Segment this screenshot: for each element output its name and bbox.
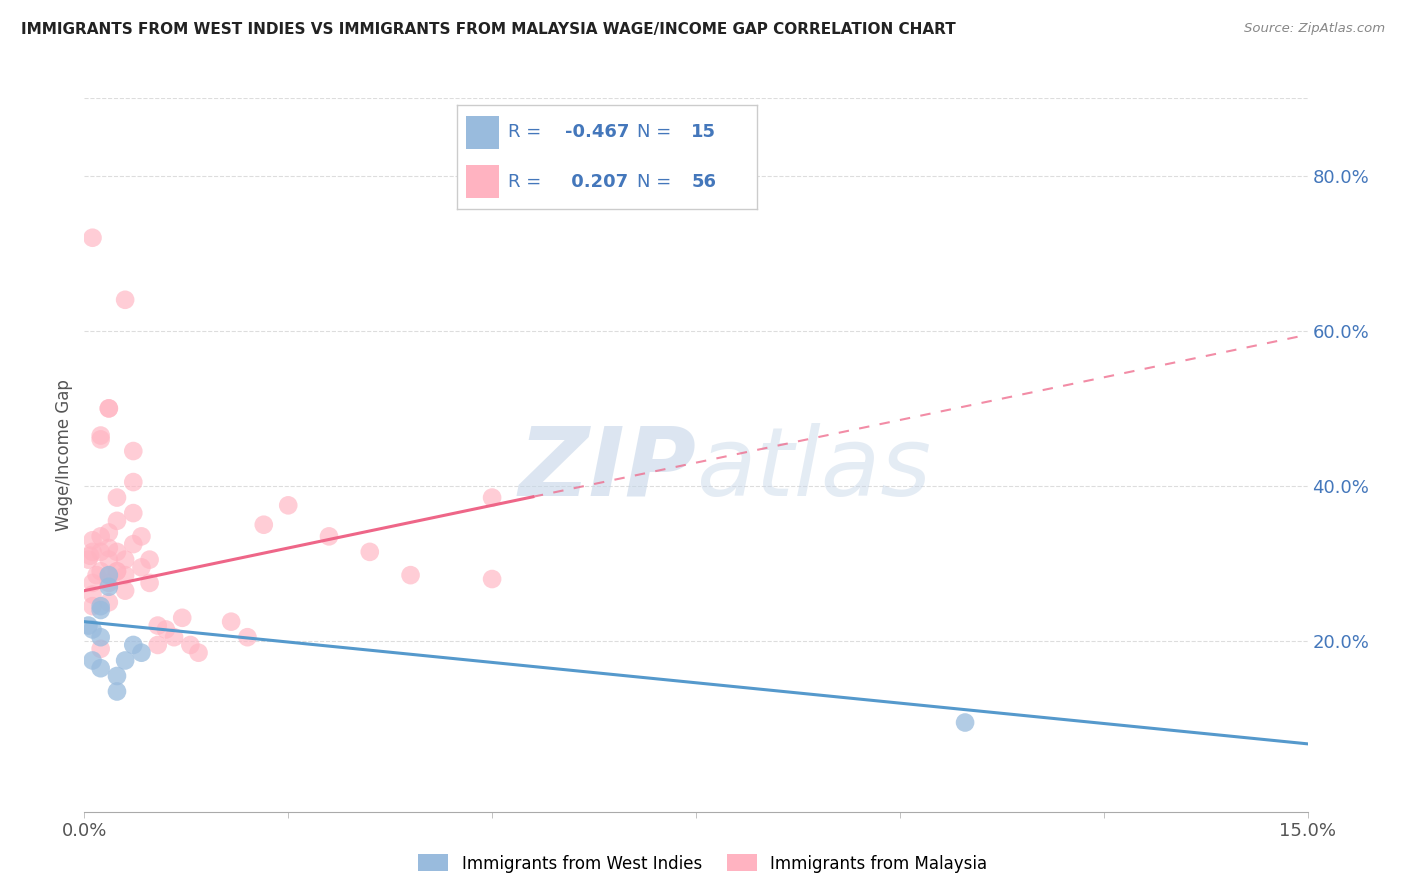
Point [79,549,101,563]
Point [90,545,112,559]
Point [105,545,128,559]
Point [146,618,169,632]
Point [114,583,136,598]
Point [122,506,145,520]
Point [953,715,976,730]
Point [131,529,153,543]
Point [105,514,128,528]
Point [97,401,120,416]
Point [77,618,100,632]
Point [114,293,136,307]
Point [90,529,112,543]
Point [163,630,186,644]
Point [97,575,120,590]
Point [219,615,242,629]
Point [122,475,145,489]
Point [97,525,120,540]
Point [105,564,128,578]
Point [97,568,120,582]
Point [481,491,503,505]
Point [105,564,128,578]
Point [131,646,153,660]
Point [90,661,112,675]
Point [253,517,276,532]
Point [146,638,169,652]
Point [90,428,112,442]
Point [138,552,160,566]
Point [131,560,153,574]
Point [82,545,104,559]
Point [82,588,104,602]
Point [122,638,145,652]
Point [114,653,136,667]
Point [187,646,209,660]
Point [179,638,201,652]
Point [97,580,120,594]
Point [155,623,177,637]
Point [82,533,104,548]
Point [105,491,128,505]
Point [90,630,112,644]
Point [97,401,120,416]
Point [97,552,120,566]
Y-axis label: Wage/Income Gap: Wage/Income Gap [55,379,73,531]
Point [122,537,145,551]
Point [82,575,104,590]
Point [97,595,120,609]
Text: ZIP: ZIP [517,423,696,516]
Point [114,552,136,566]
Point [481,572,503,586]
Point [236,630,259,644]
Point [122,444,145,458]
Point [97,568,120,582]
Legend: Immigrants from West Indies, Immigrants from Malaysia: Immigrants from West Indies, Immigrants … [412,847,994,880]
Text: atlas: atlas [696,423,931,516]
Point [105,669,128,683]
Text: IMMIGRANTS FROM WEST INDIES VS IMMIGRANTS FROM MALAYSIA WAGE/INCOME GAP CORRELAT: IMMIGRANTS FROM WEST INDIES VS IMMIGRANT… [21,22,956,37]
Point [277,499,299,513]
Point [90,433,112,447]
Point [90,641,112,656]
Point [82,231,104,245]
Point [399,568,422,582]
Point [105,684,128,698]
Point [86,568,108,582]
Point [97,541,120,555]
Text: Source: ZipAtlas.com: Source: ZipAtlas.com [1244,22,1385,36]
Point [318,529,340,543]
Point [82,653,104,667]
Point [90,603,112,617]
Point [90,564,112,578]
Point [138,575,160,590]
Point [114,568,136,582]
Point [82,623,104,637]
Point [82,599,104,614]
Point [90,599,112,614]
Point [77,552,100,566]
Point [359,545,381,559]
Point [172,611,194,625]
